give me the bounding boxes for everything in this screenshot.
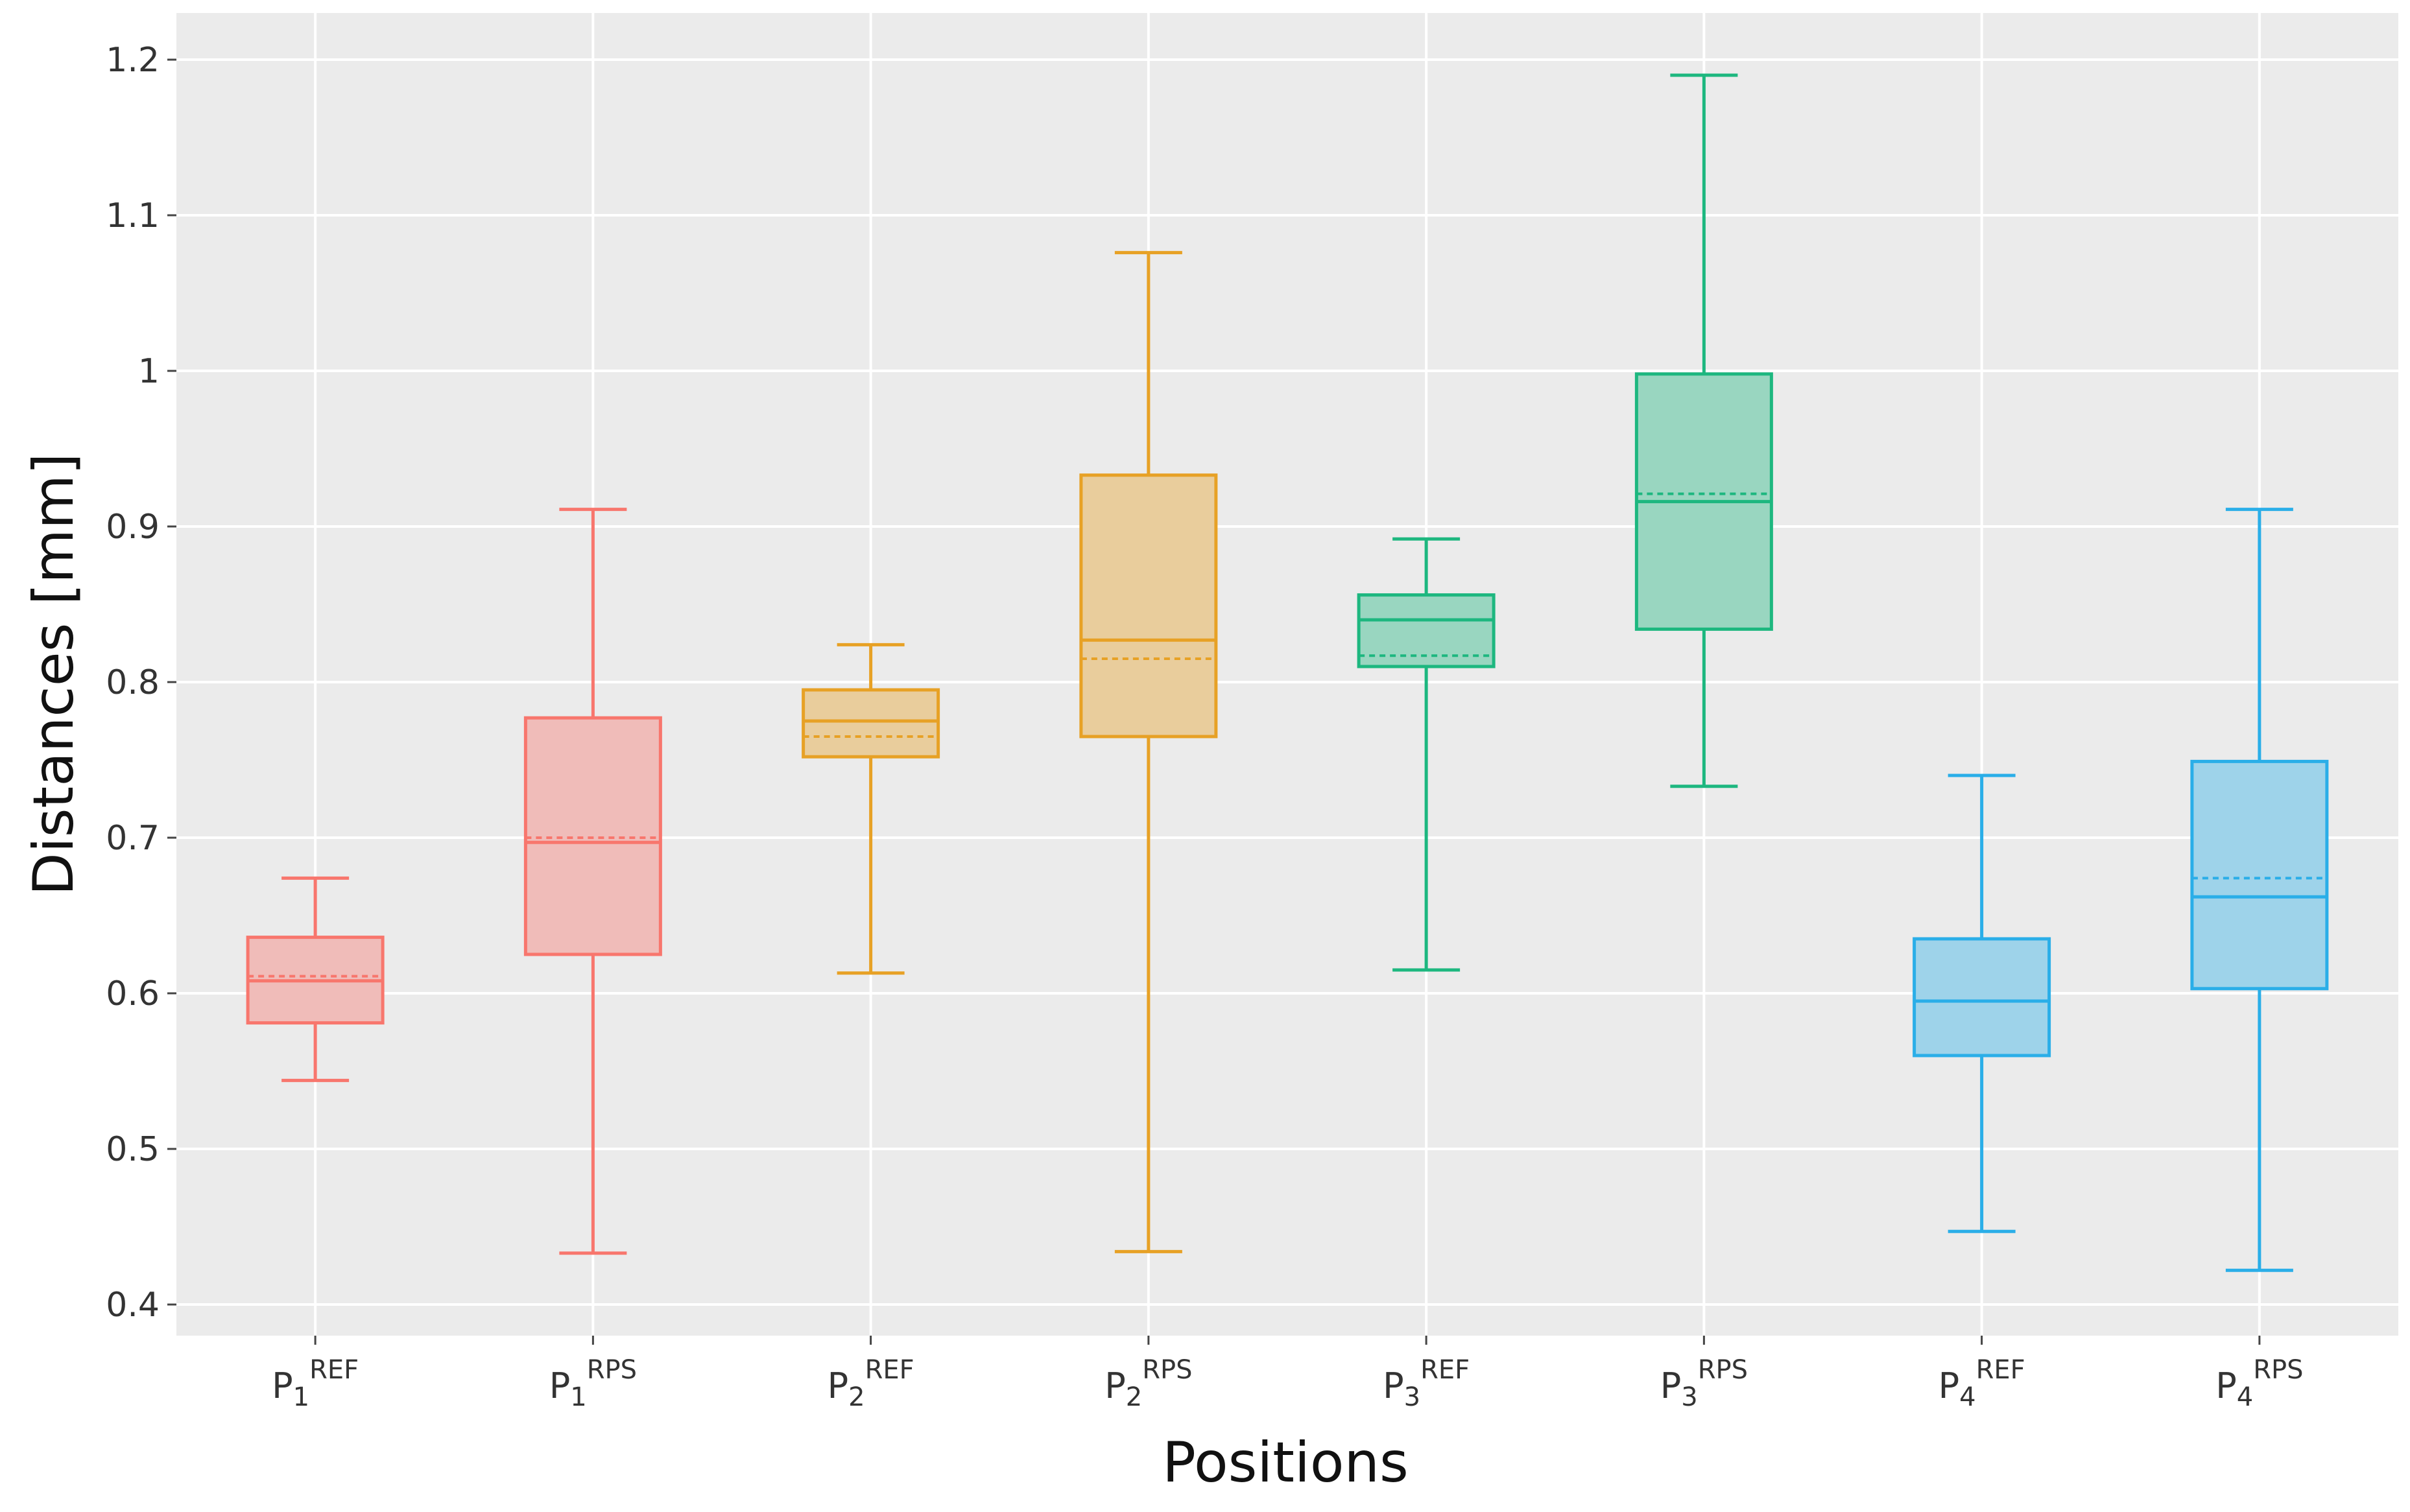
box-backing <box>803 690 938 757</box>
y-tick-label: 0.9 <box>106 508 160 547</box>
x-tick-label: P2RPS <box>1104 1355 1192 1412</box>
box-body <box>2190 759 2329 991</box>
x-tick-label: P4RPS <box>2215 1355 2303 1412</box>
y-tick-label: 1 <box>138 352 160 391</box>
y-axis-title: Distances [mm] <box>21 453 86 896</box>
plot-panel <box>176 13 2398 1336</box>
x-tick-label: P2REF <box>828 1355 914 1412</box>
y-tick-label: 0.5 <box>106 1130 160 1169</box>
box-group-P1REF <box>246 876 385 1082</box>
y-tick-label: 1.2 <box>106 41 160 80</box>
box-group-P3REF <box>1357 537 1496 972</box>
y-tick-label: 0.8 <box>106 663 160 702</box>
box-group-P4REF <box>1913 774 2051 1233</box>
y-tick-label: 0.4 <box>106 1286 160 1325</box>
x-tick-label: P4REF <box>1939 1355 2025 1412</box>
box-group-P1RPS <box>523 508 662 1255</box>
boxes <box>246 73 2329 1272</box>
x-axis: P1REF P1RPS P2REF P2RPS P3REF P3RPS P4REF P4RPS <box>272 1336 2304 1412</box>
y-tick-label: 0.6 <box>106 975 160 1013</box>
box-group-P2RPS <box>1079 251 1218 1253</box>
box-body <box>523 716 662 956</box>
box-body <box>1913 937 2051 1057</box>
box-backing <box>1080 475 1216 737</box>
x-axis-title: Positions <box>1162 1430 1409 1495</box>
y-tick-label: 0.7 <box>106 819 160 858</box>
box-backing <box>525 718 661 954</box>
box-backing <box>1914 939 2049 1056</box>
x-tick-label: P1RPS <box>549 1355 637 1412</box>
box-group-P2REF <box>802 643 940 975</box>
box-group-P4RPS <box>2190 508 2329 1272</box>
x-tick-label: P3RPS <box>1660 1355 1748 1412</box>
y-axis: 0.4 0.5 0.6 0.7 0.8 0.9 1 1.1 1.2 <box>106 41 176 1325</box>
box-body <box>802 688 940 759</box>
y-tick-label: 1.1 <box>106 196 160 235</box>
x-tick-label: P1REF <box>272 1355 359 1412</box>
box-backing <box>2191 761 2327 989</box>
box-body <box>1079 473 1218 738</box>
x-tick-label: P3REF <box>1383 1355 1470 1412</box>
box-group-P3RPS <box>1634 73 1773 788</box>
